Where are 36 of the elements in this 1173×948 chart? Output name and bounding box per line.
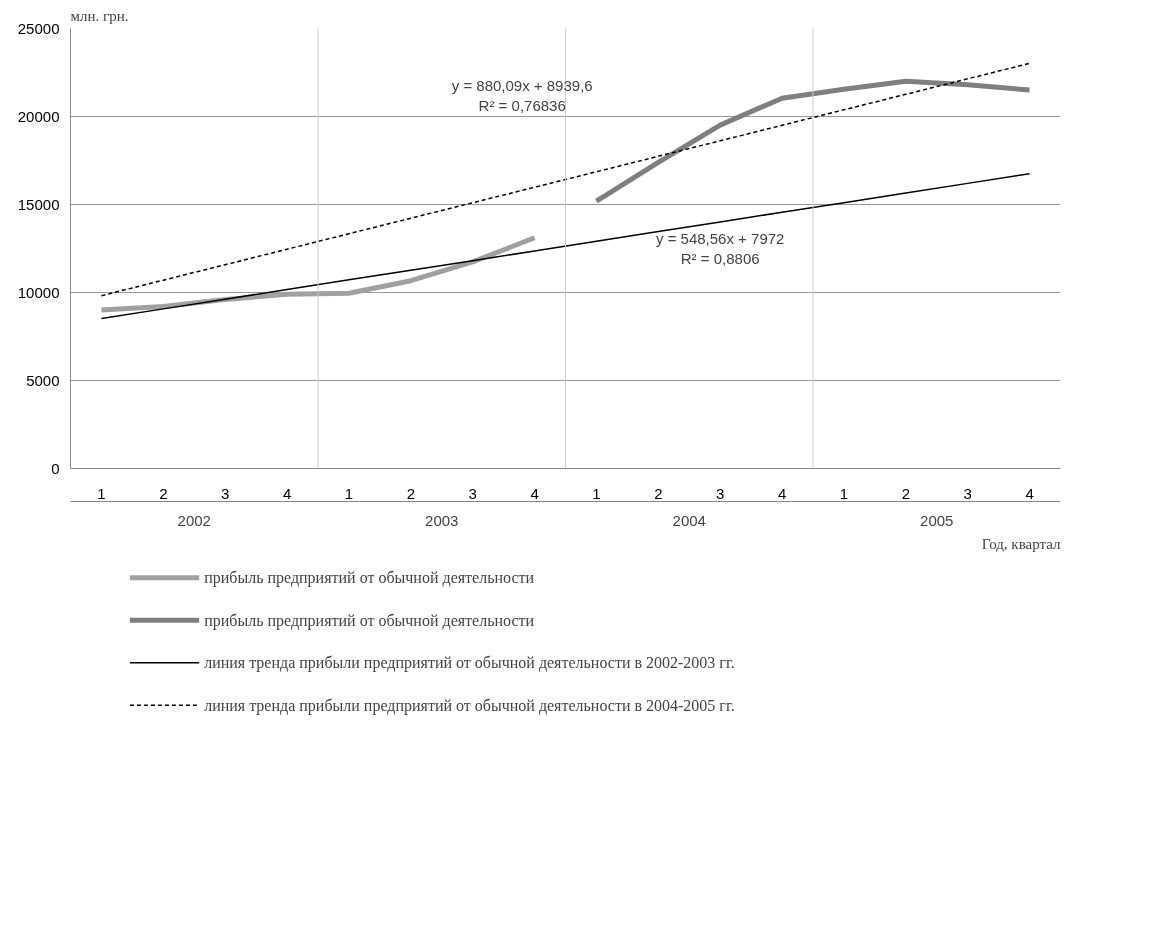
- y-tick-label: 10000: [17, 283, 60, 301]
- legend-label: линия тренда прибыли предприятий от обычной деятельности в 2004-2005 гг.: [204, 696, 735, 715]
- x-tick-label: 1: [592, 484, 601, 502]
- x-tick-label: 1: [344, 484, 354, 502]
- text: 2003: [425, 511, 459, 529]
- text: 2002: [177, 511, 211, 529]
- annotation: y = 880,09x + 8939,6 R² = 0,76836: [451, 76, 593, 114]
- legend-label: прибыль предприятий от обычной деятельности: [204, 569, 535, 588]
- x-tick-label: 2: [654, 484, 663, 502]
- x-tick-label: 1: [839, 484, 849, 502]
- x-tick-label: 3: [716, 484, 725, 502]
- y-tick-label: 25000: [17, 19, 60, 37]
- x-tick-label: 4: [1025, 484, 1034, 502]
- legend-label: линия тренда прибыли предприятий от обычной деятельности в 2002-2003 гг.: [204, 654, 735, 673]
- text: 2005: [920, 511, 954, 529]
- text: 2004: [672, 511, 706, 529]
- x-tick-label: 4: [530, 484, 539, 502]
- y-tick-label: 15000: [17, 195, 60, 213]
- y-tick-label: 20000: [17, 107, 60, 125]
- annotation: y = 548,56x + 7972 R² = 0,8806: [655, 229, 785, 267]
- x-tick-label: 3: [963, 484, 972, 502]
- x-tick-label: 4: [282, 484, 292, 502]
- line-series: [100, 172, 1031, 320]
- x-tick-label: 2: [406, 484, 415, 502]
- x-axis-title: Год, квартал: [981, 535, 1062, 552]
- x-tick-label: 2: [901, 484, 910, 502]
- legend-label: прибыль предприятий от обычной деятельности: [204, 611, 535, 630]
- y-tick-label: 5000: [26, 371, 60, 389]
- x-tick-label: 1: [97, 484, 106, 502]
- x-tick-label: 3: [468, 484, 477, 502]
- y-axis-title: млн. грн.: [70, 7, 129, 24]
- x-tick-label: 2: [159, 484, 168, 502]
- line-series: [100, 62, 1031, 297]
- y-tick-label: 0: [51, 459, 60, 477]
- x-tick-label: 4: [777, 484, 787, 502]
- x-tick-label: 3: [221, 484, 230, 502]
